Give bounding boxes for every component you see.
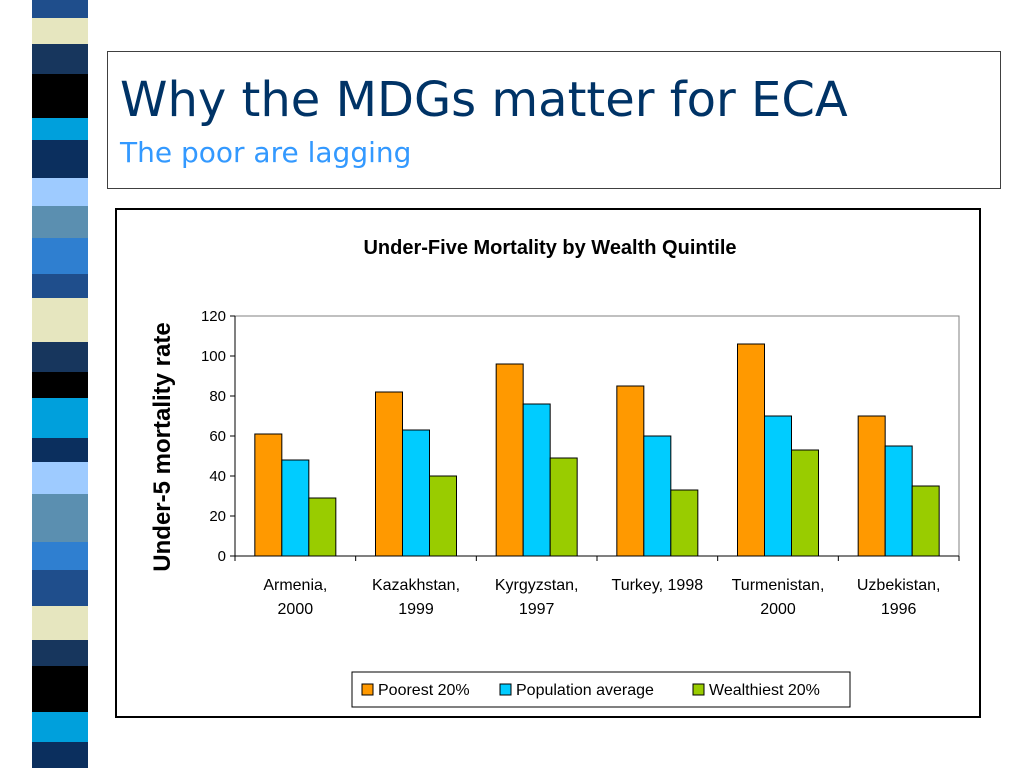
bar: [764, 415, 792, 557]
chart-title: Under-Five Mortality by Wealth Quintile: [363, 237, 736, 259]
stripe: [32, 606, 95, 640]
bar-chart: Under-Five Mortality by Wealth Quintile …: [149, 237, 960, 708]
decorative-stripe-band: [32, 0, 110, 768]
stripe: [32, 666, 91, 712]
y-tick-label: 120: [201, 308, 226, 325]
x-tick-label: Kyrgyzstan,: [495, 577, 579, 594]
x-tick-label: 2000: [760, 601, 796, 618]
legend-box: [351, 671, 851, 708]
legend-label: Wealthiest 20%: [709, 682, 820, 699]
bar: [308, 497, 337, 557]
slide-subtitle: The poor are lagging: [120, 136, 412, 169]
bar: [429, 475, 457, 557]
slide-title: Why the MDGs matter for ECA: [120, 72, 848, 128]
stripe: [32, 74, 91, 118]
stripe: [32, 640, 93, 666]
y-axis-label: Under-5 mortality rate: [149, 322, 176, 571]
y-tick-label: 100: [201, 348, 226, 365]
bar: [402, 429, 430, 557]
stripe: [32, 140, 96, 178]
stripe: [32, 0, 88, 18]
x-tick-label: 1999: [398, 601, 434, 618]
bar: [884, 445, 913, 557]
stripe: [32, 372, 91, 398]
y-tick-label: 20: [209, 508, 226, 525]
x-tick-label: Kazakhstan,: [372, 577, 460, 594]
stripe: [32, 712, 89, 742]
stripe: [32, 462, 94, 494]
bar: [375, 391, 403, 557]
bar: [643, 435, 672, 557]
y-tick-label: 40: [209, 468, 226, 485]
title-box: Why the MDGs matter for ECA The poor are…: [107, 51, 1001, 189]
x-tick-label: 2000: [278, 601, 314, 618]
stripe: [32, 494, 92, 542]
x-tick-label: 1996: [881, 601, 917, 618]
legend-label: Poorest 20%: [378, 682, 470, 699]
y-tick-label: 60: [209, 428, 226, 445]
bar: [857, 415, 886, 557]
stripe: [32, 206, 92, 238]
bar: [911, 485, 940, 557]
legend-swatch: [361, 683, 374, 696]
stripe-gap: [88, 0, 110, 768]
stripe: [32, 238, 90, 274]
x-tick-label: Armenia,: [263, 577, 327, 594]
chart-frame: Under-Five Mortality by Wealth Quintile …: [115, 208, 981, 718]
stripe: [32, 178, 94, 206]
stripe: [32, 542, 90, 570]
stripe: [32, 44, 93, 74]
bar: [791, 449, 819, 557]
x-tick-label: Turkey, 1998: [612, 577, 704, 594]
bar: [616, 385, 645, 557]
bar: [281, 459, 310, 557]
bar: [670, 489, 699, 557]
bar: [522, 403, 551, 557]
stripe: [32, 570, 88, 606]
stripe: [32, 274, 88, 298]
stripe: [32, 398, 89, 438]
stripe: [32, 18, 95, 44]
stripe: [32, 742, 96, 768]
stripe: [32, 118, 89, 140]
x-tick-label: 1997: [519, 601, 555, 618]
stripe: [32, 298, 95, 342]
stripe: [32, 342, 93, 372]
bar: [495, 363, 524, 557]
x-tick-label: Uzbekistan,: [857, 577, 941, 594]
legend-swatch: [692, 683, 705, 696]
y-tick-label: 80: [209, 388, 226, 405]
stripe: [32, 438, 96, 462]
legend-swatch: [499, 683, 512, 696]
plot-area: [234, 315, 960, 557]
y-tick-label: 0: [218, 548, 226, 565]
legend-label: Population average: [516, 682, 654, 699]
bar: [737, 343, 765, 557]
x-tick-label: Turmenistan,: [732, 577, 825, 594]
bar: [254, 433, 283, 557]
bar: [549, 457, 578, 557]
